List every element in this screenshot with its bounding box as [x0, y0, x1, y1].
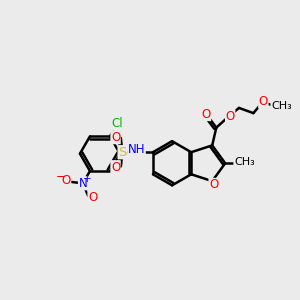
Text: NH: NH [128, 143, 145, 156]
Text: O: O [259, 95, 268, 108]
Text: +: + [83, 174, 91, 184]
Text: Cl: Cl [111, 117, 123, 130]
Text: O: O [111, 131, 120, 144]
Text: O: O [201, 108, 211, 121]
Text: O: O [209, 178, 218, 191]
Text: O: O [88, 191, 97, 204]
Text: N: N [79, 177, 87, 190]
Text: O: O [61, 174, 71, 188]
Text: S: S [118, 146, 127, 159]
Text: O: O [226, 110, 235, 123]
Text: CH₃: CH₃ [271, 100, 292, 110]
Text: O: O [111, 161, 120, 174]
Text: −: − [56, 170, 66, 183]
Text: CH₃: CH₃ [234, 157, 255, 167]
